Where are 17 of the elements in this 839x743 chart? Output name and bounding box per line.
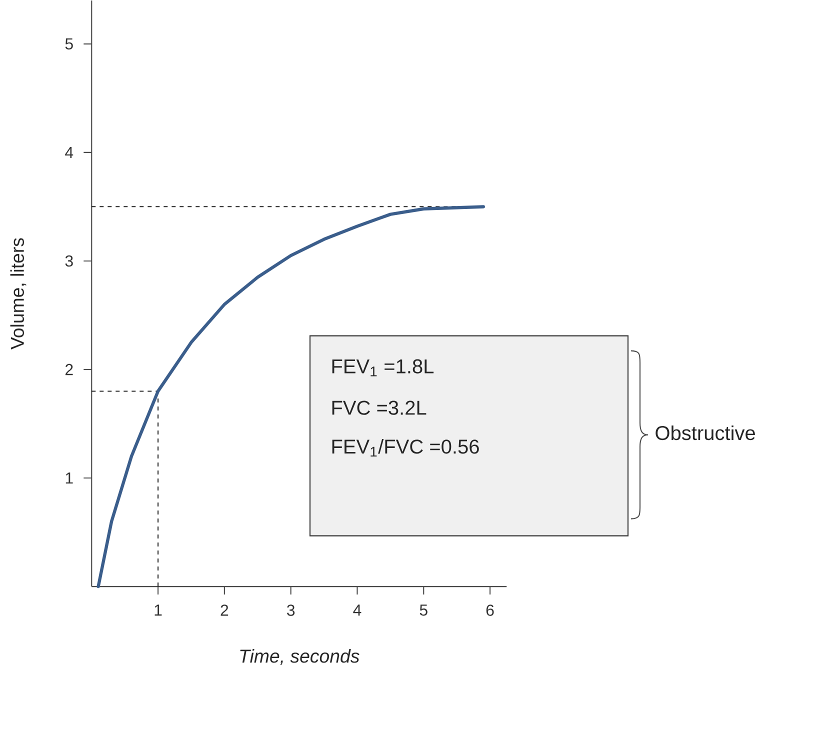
x-tick-label: 6	[486, 604, 494, 616]
y-tick-label: 3	[65, 255, 73, 267]
y-tick-label: 5	[65, 38, 73, 50]
annotation: FEV$_{1}$ =1.8L	[332, 359, 434, 376]
x-axis-title: Time, seconds	[240, 649, 360, 666]
x-tick-label: 5	[420, 604, 428, 616]
y-axis-title: Volume, liters	[10, 238, 26, 350]
annotation: FVC =3.2L	[332, 400, 426, 415]
text: Obstructive	[656, 426, 755, 440]
y-tick-label: 2	[65, 364, 73, 376]
y-tick-label: 4	[65, 147, 74, 158]
x-tick-label: 4	[353, 604, 362, 616]
x-tick-label: 1	[154, 604, 162, 616]
x-tick-label: 3	[286, 604, 295, 616]
annotation: FEV$_{1}$/FVC =0.56	[332, 439, 479, 457]
x-tick-label: 2	[220, 604, 228, 616]
y-tick-label: 1	[66, 472, 73, 484]
